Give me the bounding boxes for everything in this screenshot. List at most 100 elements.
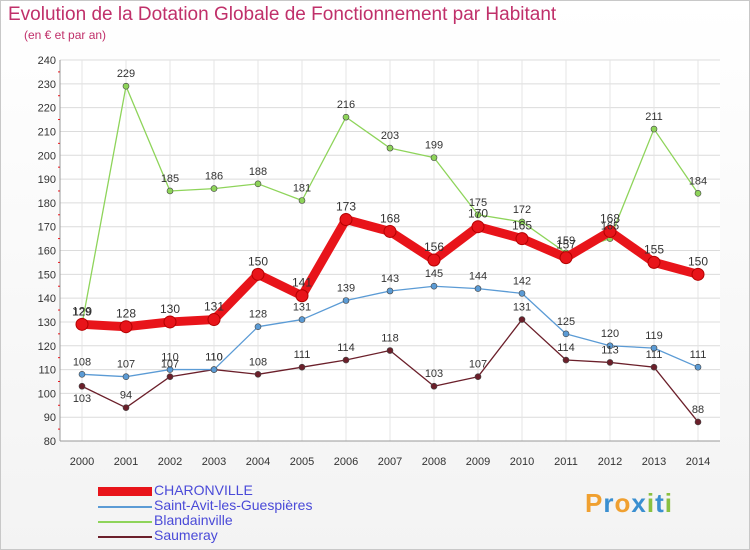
data-label: 157	[556, 238, 576, 252]
data-label: 110	[205, 352, 223, 364]
data-point	[342, 297, 350, 304]
data-point	[254, 371, 262, 378]
data-point	[166, 187, 174, 195]
data-point	[342, 113, 350, 121]
data-point	[694, 418, 702, 426]
data-point	[298, 316, 306, 323]
data-point	[166, 373, 174, 381]
data-point	[386, 287, 394, 295]
data-point	[647, 255, 661, 269]
data-point	[122, 82, 130, 90]
data-point	[518, 218, 526, 226]
data-point	[691, 267, 705, 281]
data-point	[515, 232, 529, 246]
chart-subtitle: (en € et par an)	[24, 28, 107, 42]
x-tick-label: 2006	[334, 456, 358, 468]
legend-label: Saumeray	[154, 527, 218, 543]
data-point	[210, 185, 218, 192]
data-label: 185	[161, 173, 179, 185]
x-tick-label: 2009	[466, 456, 490, 468]
data-label: 111	[690, 349, 707, 361]
data-label: 159	[557, 235, 575, 247]
y-tick-label: 110	[38, 365, 56, 377]
data-label: 118	[381, 333, 399, 345]
data-point	[78, 382, 86, 390]
legend-swatch	[98, 536, 152, 538]
y-tick-label: 170	[38, 222, 56, 234]
data-point	[251, 267, 265, 281]
data-label: 181	[293, 182, 311, 194]
y-tick-label: 240	[38, 55, 56, 67]
data-label: 145	[425, 268, 443, 280]
data-point	[650, 125, 658, 133]
data-point	[339, 213, 353, 227]
data-label: 141	[292, 276, 312, 290]
y-tick-label: 190	[38, 174, 56, 186]
data-point	[386, 144, 394, 152]
y-tick-label: 180	[38, 198, 56, 210]
data-point	[430, 382, 438, 390]
data-label: 119	[645, 330, 663, 342]
data-label: 128	[116, 307, 136, 321]
data-point	[430, 154, 438, 161]
data-label: 128	[249, 309, 267, 321]
data-point	[75, 317, 89, 331]
proxiti-logo: Proxiti	[585, 488, 673, 519]
data-point	[254, 180, 262, 188]
data-point	[119, 320, 133, 334]
data-label: 125	[557, 316, 575, 328]
y-tick-label: 120	[38, 341, 56, 353]
data-label: 155	[644, 242, 664, 256]
data-point	[606, 359, 614, 366]
logo-letter: x	[631, 488, 647, 518]
x-tick-label: 2010	[510, 456, 534, 468]
data-label: 108	[249, 356, 267, 368]
data-label: 186	[205, 171, 223, 183]
data-label: 107	[469, 359, 487, 371]
logo-letter: t	[655, 488, 665, 518]
data-point	[166, 366, 174, 373]
logo-letter: P	[585, 488, 604, 518]
data-label: 165	[601, 221, 619, 233]
data-point	[295, 289, 309, 303]
data-label: 175	[469, 197, 487, 209]
data-label: 129	[72, 304, 92, 318]
data-label: 120	[601, 328, 619, 340]
data-label: 111	[646, 349, 663, 361]
data-point	[298, 197, 306, 204]
logo-letter: o	[614, 488, 632, 518]
data-label: 144	[469, 271, 487, 283]
x-tick-label: 2002	[158, 456, 182, 468]
data-label: 94	[120, 390, 132, 402]
data-label: 131	[293, 302, 311, 314]
data-label: 172	[513, 204, 531, 216]
data-point	[650, 363, 658, 371]
data-point	[562, 356, 570, 364]
data-label: 199	[425, 140, 443, 152]
data-label: 130	[160, 302, 180, 316]
data-label: 108	[73, 356, 91, 368]
y-tick-label: 160	[38, 246, 56, 258]
legend-label: Saint-Avit-les-Guespières	[154, 497, 313, 513]
data-label: 150	[688, 254, 708, 268]
data-point	[603, 224, 617, 238]
data-label: 111	[294, 349, 311, 361]
data-label: 129	[73, 306, 91, 318]
data-point	[342, 356, 350, 364]
data-point	[386, 347, 394, 354]
data-label: 211	[645, 111, 663, 123]
data-label: 173	[336, 200, 356, 214]
data-point	[163, 315, 177, 329]
data-label: 114	[557, 342, 575, 354]
x-tick-label: 2005	[290, 456, 314, 468]
data-label: 216	[337, 99, 355, 111]
legend-label: Blandainville	[154, 512, 233, 528]
data-label: 107	[117, 359, 135, 371]
data-point	[606, 342, 614, 350]
data-label: 203	[381, 130, 399, 142]
data-point	[474, 211, 482, 219]
data-point	[210, 366, 218, 373]
x-tick-label: 2001	[114, 456, 138, 468]
legend-swatch	[98, 487, 152, 496]
